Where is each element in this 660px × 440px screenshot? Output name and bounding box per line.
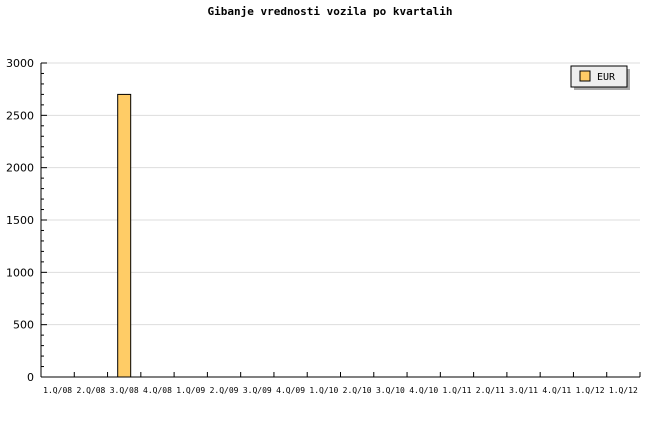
x-tick-label: 2.Q/11 bbox=[476, 386, 505, 395]
x-tick-label: 1.Q/11 bbox=[443, 386, 472, 395]
y-tick-label: 0 bbox=[27, 371, 34, 384]
x-tick-label: 3.Q/11 bbox=[509, 386, 538, 395]
y-tick-label: 2000 bbox=[6, 162, 34, 175]
x-tick-label: 4.Q/10 bbox=[409, 386, 438, 395]
y-tick-label: 1000 bbox=[6, 266, 34, 279]
x-tick-label: 4.Q/09 bbox=[276, 386, 305, 395]
x-tick-label: 3.Q/08 bbox=[110, 386, 139, 395]
legend-swatch bbox=[579, 70, 591, 82]
legend: EUR bbox=[570, 65, 630, 90]
x-tick-label: 1.Q/12 bbox=[576, 386, 605, 395]
y-tick-label: 500 bbox=[13, 319, 34, 332]
x-tick-label: 2.Q/08 bbox=[76, 386, 105, 395]
x-tick-label: 1.Q/10 bbox=[309, 386, 338, 395]
y-tick-label: 3000 bbox=[6, 57, 34, 70]
y-tick-label: 2500 bbox=[6, 109, 34, 122]
x-tick-label: 2.Q/09 bbox=[210, 386, 239, 395]
x-tick-label: 4.Q/08 bbox=[143, 386, 172, 395]
x-tick-label: 4.Q/11 bbox=[542, 386, 571, 395]
y-tick-label: 1500 bbox=[6, 214, 34, 227]
legend-label: EUR bbox=[597, 72, 616, 83]
x-tick-label: 1.Q/12 bbox=[609, 386, 638, 395]
bar-3.Q/08 bbox=[117, 93, 132, 378]
x-tick-label: 3.Q/09 bbox=[243, 386, 272, 395]
x-tick-label: 1.Q/08 bbox=[43, 386, 72, 395]
x-tick-label: 3.Q/10 bbox=[376, 386, 405, 395]
x-tick-label: 1.Q/09 bbox=[176, 386, 205, 395]
x-tick-label: 2.Q/10 bbox=[343, 386, 372, 395]
chart-title: Gibanje vrednosti vozila po kvartalih bbox=[207, 5, 452, 18]
